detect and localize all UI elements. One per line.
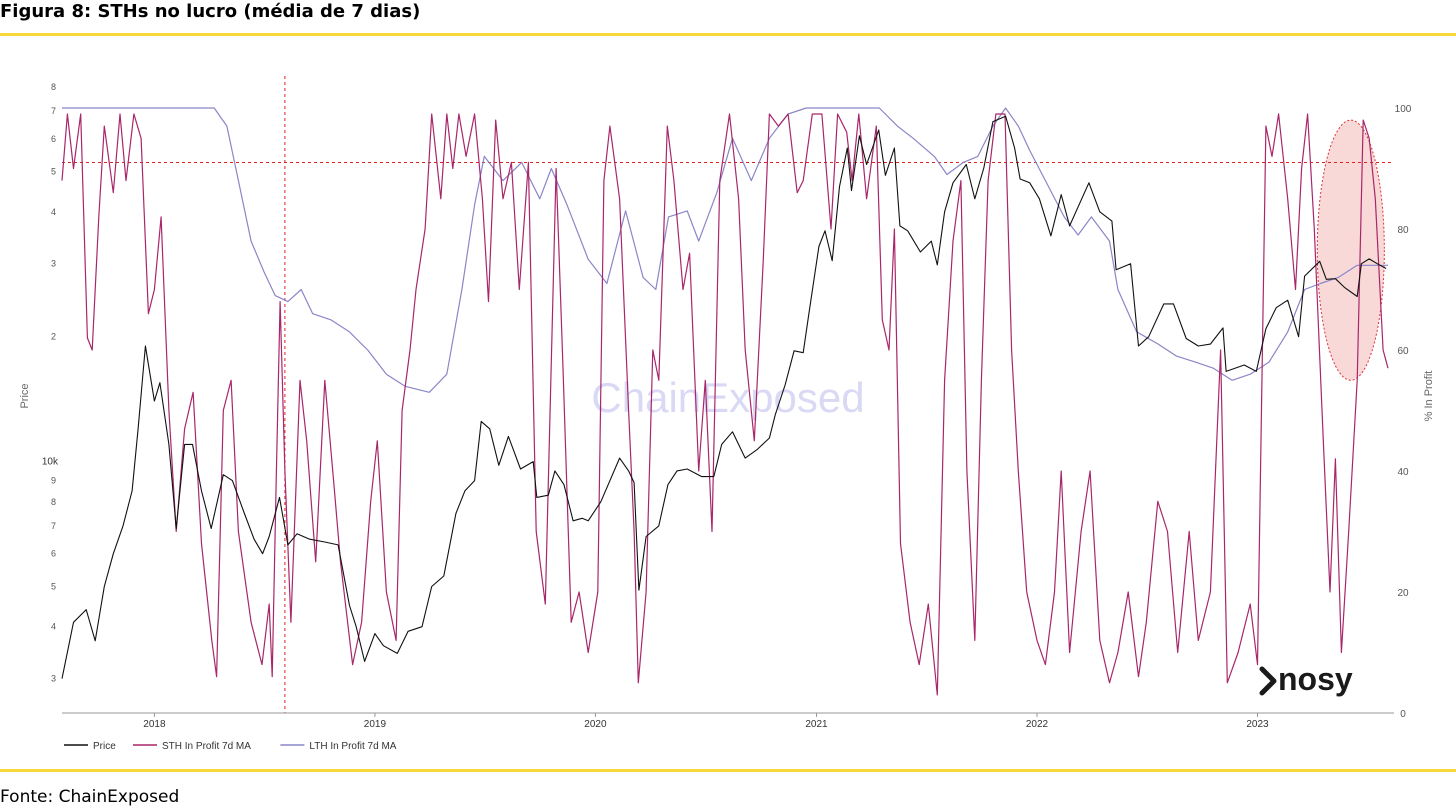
y-left-tick-label: 7 (51, 106, 56, 116)
y-left-tick-label: 9 (51, 476, 56, 486)
sth-in-profit-line (61, 113, 1389, 696)
price-line (61, 115, 1387, 679)
y-left-tick-label: 5 (51, 582, 56, 592)
y-right-tick-label: 0 (1400, 709, 1406, 720)
y-left-axis-title: Price (19, 383, 31, 408)
y-left-tick-label: 10k (42, 457, 59, 468)
y-left-tick-label: 8 (51, 82, 56, 92)
watermark-text: ChainExposed (591, 374, 864, 421)
legend-label: Price (93, 741, 116, 752)
chart: ChainExposed 2018 2019 2020 2021 2022 2023345… (19, 76, 1435, 752)
x-tick-label: 2021 (805, 719, 828, 730)
legend-label: STH In Profit 7d MA (162, 741, 251, 752)
legend-label: LTH In Profit 7d MA (309, 741, 396, 752)
y-left-tick-label: 2 (51, 332, 56, 342)
highlight-layer (1316, 119, 1385, 381)
y-left-tick-label: 3 (51, 674, 56, 684)
bottom-accent-rule (0, 769, 1456, 772)
lth-in-profit-line (62, 107, 1388, 393)
nosy-logo-icon (1259, 666, 1277, 696)
x-tick-label: 2019 (364, 719, 387, 730)
x-tick-label: 2020 (584, 719, 607, 730)
y-left-tick-label: 7 (51, 521, 56, 531)
y-left-tick-label: 4 (51, 622, 56, 632)
axis-layer: 2018 2019 2020 2021 2022 2023 3 4 5 6 7 8 9 10k 2 3 4 5 6 7… (42, 82, 1412, 730)
top-accent-rule (0, 33, 1456, 36)
y-left-tick-label: 4 (51, 207, 56, 217)
x-tick-label: 2023 (1246, 719, 1269, 730)
y-left-tick-label: 5 (51, 167, 56, 177)
brand-logo: nosy (1259, 661, 1353, 697)
series-layer (61, 107, 1389, 696)
x-tick-label: 2022 (1026, 719, 1049, 730)
y-left-tick-label: 6 (51, 134, 56, 144)
y-left-tick-label: 6 (51, 549, 56, 559)
y-right-axis-title: % In Profit (1423, 371, 1435, 422)
y-right-tick-label: 80 (1397, 225, 1409, 236)
highlight-ellipse (1316, 119, 1385, 381)
x-tick-label: 2018 (143, 719, 166, 730)
source-note: Fonte: ChainExposed (0, 787, 180, 807)
legend: Price STH In Profit 7d MA LTH In Profit 7d… (64, 741, 397, 752)
y-right-tick-label: 20 (1397, 588, 1409, 599)
brand-name: nosy (1278, 661, 1353, 697)
y-right-tick-label: 60 (1397, 346, 1409, 357)
figure-title: Figura 8: STHs no lucro (média de 7 dias… (0, 1, 421, 22)
y-right-tick-label: 40 (1397, 467, 1409, 478)
y-left-tick-label: 8 (51, 497, 56, 507)
y-left-tick-label: 3 (51, 259, 56, 269)
reference-lines (62, 76, 1394, 713)
y-right-tick-label: 100 (1395, 104, 1412, 115)
